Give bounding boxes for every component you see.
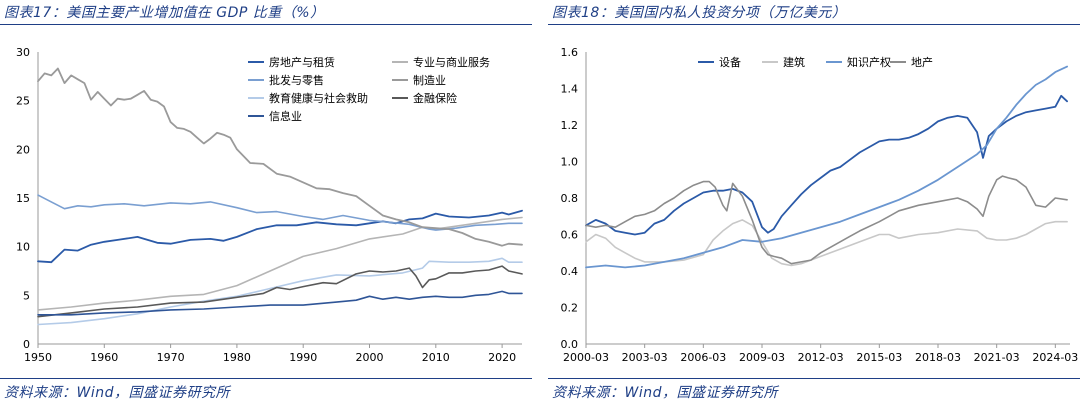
y-tick-label: 1.2 (561, 119, 579, 132)
x-tick-label: 2000-03 (563, 351, 609, 364)
chart-title: 图表17：美国主要产业增加值在 GDP 比重（%） (4, 5, 325, 21)
y-tick-label: 0.8 (561, 192, 579, 205)
legend-label: 信息业 (269, 109, 302, 123)
y-tick-label: 0.4 (561, 265, 579, 278)
x-tick-label: 2020 (488, 351, 516, 364)
source-divider (548, 378, 1080, 379)
source-note: 资料来源：Wind，国盛证券研究所 (552, 385, 778, 401)
y-tick-label: 20 (16, 143, 30, 156)
y-tick-label: 10 (16, 241, 30, 254)
line-chart-private-investment: 0.0 0.2 0.4 0.6 0.8 1.0 1.2 1.4 1.6 2000-03 2003-0… (561, 46, 1079, 364)
line-chart-industry-share: 0 5 10 15 20 25 30 1950 1960 1970 1980 1990 2000 2010… (16, 46, 523, 364)
series-line-3 (585, 65, 1068, 269)
x-tick-label: 2006-03 (680, 351, 726, 364)
series-line-7 (37, 290, 523, 316)
x-tick-label: 2009-03 (739, 351, 785, 364)
legend-label: 设备 (719, 55, 741, 69)
y-tick-label: 0.6 (561, 229, 579, 242)
legend-label: 制造业 (413, 73, 446, 87)
x-tick-label: 1990 (289, 351, 317, 364)
x-tick-label: 1950 (24, 351, 52, 364)
y-tick-label: 1.6 (561, 46, 579, 59)
legend-label: 地产 (911, 55, 933, 69)
source-divider (0, 378, 532, 379)
series-line-1 (585, 94, 1068, 236)
chart-title: 图表18：美国国内私人投资分项（万亿美元） (552, 5, 847, 21)
series-line-2 (37, 216, 523, 311)
y-tick-label: 25 (16, 95, 30, 108)
legend-label: 专业与商业服务 (413, 55, 490, 69)
y-tick-label: 0 (23, 338, 30, 351)
title-divider (548, 24, 1080, 25)
source-note: 资料来源：Wind，国盛证券研究所 (4, 385, 230, 401)
x-tick-label: 1980 (223, 351, 251, 364)
legend-label: 知识产权 (847, 55, 891, 69)
x-tick-label: 2012-03 (798, 351, 844, 364)
legend-label: 批发与零售 (269, 73, 324, 87)
y-tick-label: 1.0 (561, 156, 579, 169)
series-line-4 (37, 67, 523, 247)
x-tick-label: 2021-03 (974, 351, 1020, 364)
series-line-6 (37, 265, 523, 318)
series-line-1 (37, 209, 523, 264)
title-divider (0, 24, 532, 25)
y-tick-label: 15 (16, 192, 30, 205)
x-tick-label: 2003-03 (622, 351, 668, 364)
y-tick-label: 1.4 (561, 83, 579, 96)
chart-panel-private-investment: 图表18：美国国内私人投资分项（万亿美元） 0.0 0.2 0.4 0.6 0.8 1.0… (548, 0, 1080, 406)
x-tick-label: 2010 (422, 351, 450, 364)
series-line-4 (585, 175, 1068, 265)
y-tick-label: 0.2 (561, 302, 579, 315)
x-tick-label: 1970 (157, 351, 185, 364)
y-tick-label: 30 (16, 46, 30, 59)
chart-panel-industry-share: 图表17：美国主要产业增加值在 GDP 比重（%） 0 5 10 15 20 25 30 19… (0, 0, 532, 406)
series-line-5 (37, 257, 523, 326)
legend-label: 教育健康与社会救助 (269, 91, 368, 105)
series-line-2 (585, 219, 1068, 267)
legend-label: 金融保险 (413, 91, 457, 105)
y-tick-label: 0.0 (561, 338, 579, 351)
y-tick-label: 5 (23, 289, 30, 302)
legend-label: 房地产与租赁 (269, 55, 335, 69)
x-tick-label: 2018-03 (915, 351, 961, 364)
x-tick-label: 2015-03 (856, 351, 902, 364)
x-tick-label: 2000 (356, 351, 384, 364)
x-tick-label: 2024-03 (1032, 351, 1078, 364)
x-tick-label: 1960 (90, 351, 118, 364)
legend-label: 建筑 (783, 55, 805, 69)
chart-legend: 设备 建筑 知识产权 地产 (698, 55, 933, 69)
